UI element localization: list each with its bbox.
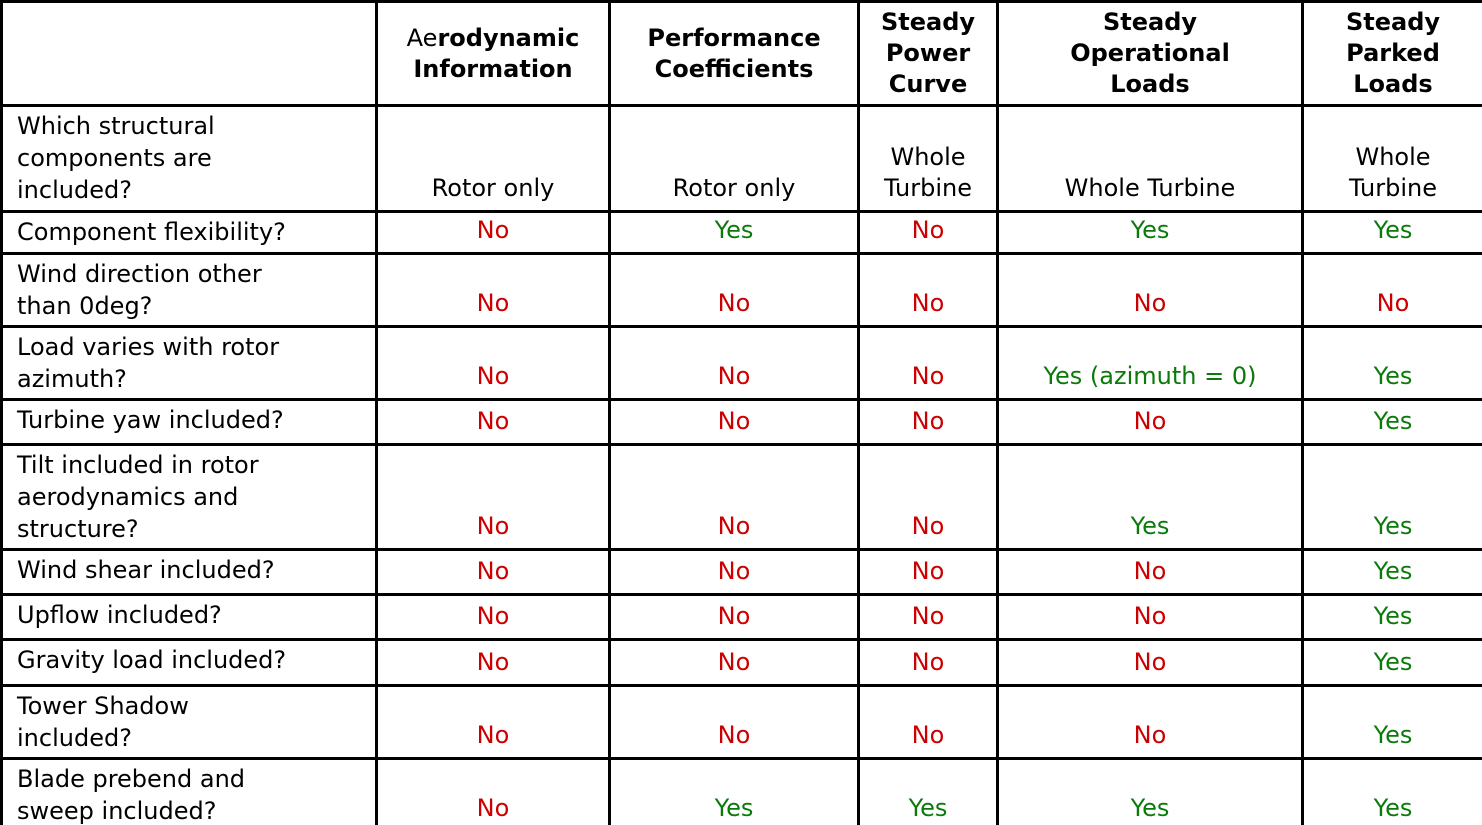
col-header-performance-coefficients: Performance Coefficients: [608, 0, 860, 107]
value-cell: No: [857, 443, 999, 551]
row-label: Turbine yaw included?: [0, 398, 378, 446]
value-cell: Whole Turbine: [857, 104, 999, 213]
table-row: Wind direction other than 0deg? No No No No N…: [0, 252, 1482, 328]
row-label: Load varies with rotor azimuth?: [0, 325, 378, 401]
value-cell: No: [375, 684, 611, 760]
value-cell: Yes: [1301, 593, 1482, 641]
row-label: Tower Shadow included?: [0, 684, 378, 760]
header-prefix: Ae: [406, 23, 438, 52]
value-cell: No: [608, 252, 860, 328]
table-row: Which structural components are included…: [0, 104, 1482, 213]
value-cell: No: [857, 325, 999, 401]
table-row: Gravity load included? No No No No Yes: [0, 638, 1482, 687]
table-row: Tower Shadow included? No No No No Yes: [0, 684, 1482, 760]
value-cell: No: [857, 638, 999, 687]
value-cell: No: [375, 398, 611, 446]
value-cell: Yes: [1301, 638, 1482, 687]
row-label: Tilt included in rotor aerodynamics and …: [0, 443, 378, 551]
value-cell: Yes: [1301, 443, 1482, 551]
row-label: Wind direction other than 0deg?: [0, 252, 378, 328]
value-cell: No: [857, 398, 999, 446]
value-cell: No: [375, 593, 611, 641]
value-cell: No: [857, 210, 999, 255]
value-cell: No: [608, 325, 860, 401]
value-cell: Yes: [1301, 684, 1482, 760]
value-cell: No: [996, 684, 1304, 760]
value-cell: Yes (azimuth = 0): [996, 325, 1304, 401]
row-label: Blade prebend and sweep included?: [0, 757, 378, 825]
value-cell: Yes: [1301, 325, 1482, 401]
value-cell: No: [857, 593, 999, 641]
value-cell: Yes: [608, 757, 860, 825]
value-cell: Yes: [996, 757, 1304, 825]
value-cell: Yes: [1301, 398, 1482, 446]
row-label: Wind shear included?: [0, 548, 378, 596]
header-row: Aerodynamic Information Performance Coef…: [0, 0, 1482, 107]
col-header-steady-power-curve: Steady Power Curve: [857, 0, 999, 107]
value-cell: No: [375, 443, 611, 551]
col-header-aerodynamic-information: Aerodynamic Information: [375, 0, 611, 107]
row-label: Upflow included?: [0, 593, 378, 641]
value-cell: No: [375, 252, 611, 328]
value-cell: No: [996, 398, 1304, 446]
row-label: Gravity load included?: [0, 638, 378, 687]
value-cell: No: [608, 593, 860, 641]
value-cell: Yes: [608, 210, 860, 255]
value-cell: No: [608, 443, 860, 551]
table-row: Turbine yaw included? No No No No Yes: [0, 398, 1482, 446]
value-cell: Yes: [1301, 757, 1482, 825]
value-cell: No: [996, 593, 1304, 641]
value-cell: Whole Turbine: [996, 104, 1304, 213]
value-cell: Rotor only: [608, 104, 860, 213]
row-label: Component flexibility?: [0, 210, 378, 255]
value-cell: No: [375, 210, 611, 255]
table-body: Which structural components are included…: [0, 104, 1482, 825]
table-row: Component flexibility? No Yes No Yes Yes: [0, 210, 1482, 255]
value-cell: No: [608, 638, 860, 687]
corner-cell: [0, 0, 378, 107]
col-header-steady-operational-loads: Steady Operational Loads: [996, 0, 1304, 107]
table-row: Load varies with rotor azimuth? No No No Yes…: [0, 325, 1482, 401]
value-cell: No: [857, 548, 999, 596]
value-cell: No: [857, 252, 999, 328]
value-cell: No: [996, 252, 1304, 328]
value-cell: No: [1301, 252, 1482, 328]
table-row: Tilt included in rotor aerodynamics and …: [0, 443, 1482, 551]
table-row: Upflow included? No No No No Yes: [0, 593, 1482, 641]
value-cell: Rotor only: [375, 104, 611, 213]
table-row: Wind shear included? No No No No Yes: [0, 548, 1482, 596]
value-cell: Yes: [1301, 210, 1482, 255]
value-cell: Whole Turbine: [1301, 104, 1482, 213]
value-cell: No: [608, 548, 860, 596]
value-cell: No: [375, 548, 611, 596]
value-cell: No: [857, 684, 999, 760]
header-main: rodynamic Information: [413, 23, 580, 83]
value-cell: No: [375, 638, 611, 687]
value-cell: No: [375, 757, 611, 825]
value-cell: No: [996, 638, 1304, 687]
value-cell: Yes: [996, 443, 1304, 551]
value-cell: No: [608, 398, 860, 446]
value-cell: Yes: [996, 210, 1304, 255]
col-header-steady-parked-loads: Steady Parked Loads: [1301, 0, 1482, 107]
row-label: Which structural components are included…: [0, 104, 378, 213]
table-row: Blade prebend and sweep included? No Yes Ye…: [0, 757, 1482, 825]
value-cell: Yes: [857, 757, 999, 825]
value-cell: No: [608, 684, 860, 760]
value-cell: Yes: [1301, 548, 1482, 596]
value-cell: No: [375, 325, 611, 401]
value-cell: No: [996, 548, 1304, 596]
